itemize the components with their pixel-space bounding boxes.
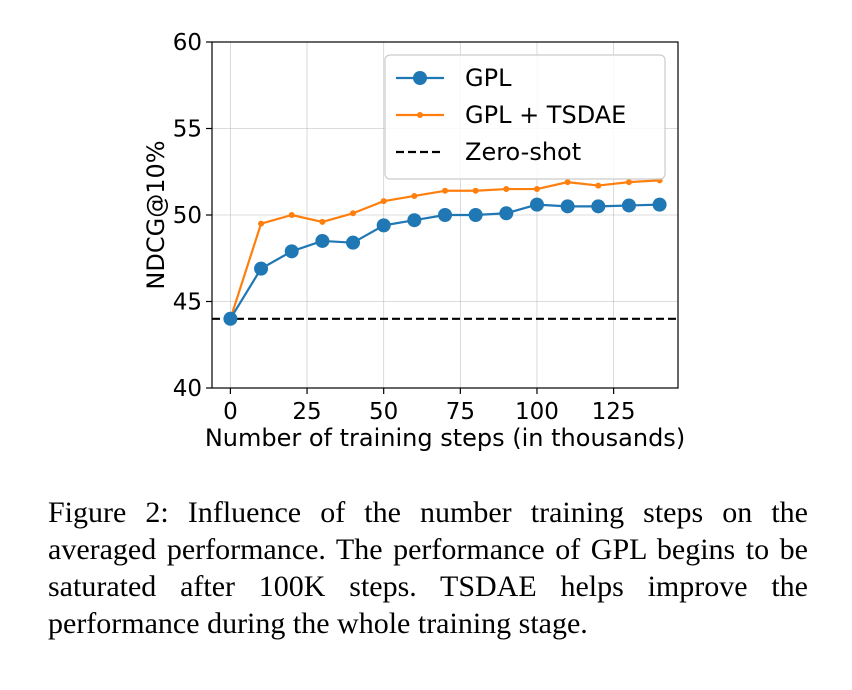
data-point-gpl-tsdae [442, 187, 448, 194]
x-tick-label: 75 [446, 399, 475, 425]
data-point-gpl [223, 311, 238, 326]
data-point-gpl-tsdae [319, 218, 326, 225]
data-point-gpl [376, 218, 391, 233]
data-point-gpl [407, 213, 422, 228]
y-tick-label: 55 [173, 117, 202, 143]
y-tick-label: 45 [173, 290, 202, 316]
y-tick-label: 50 [173, 203, 202, 229]
data-point-gpl [315, 233, 330, 248]
legend-entry-zero-shot: Zero-shot [396, 138, 581, 166]
data-point-gpl [499, 206, 514, 221]
data-point-gpl [254, 261, 269, 276]
data-point-gpl [621, 198, 636, 213]
data-point-gpl [468, 208, 483, 222]
data-point-gpl-tsdae [472, 187, 479, 194]
x-tick-label: 50 [369, 399, 398, 425]
data-point-gpl [560, 199, 575, 214]
y-tick-label: 40 [173, 376, 202, 402]
legend-label-gpl: GPL [465, 64, 512, 92]
legend-marker-gpl [413, 71, 427, 85]
data-point-gpl [438, 208, 452, 222]
figure-caption: Figure 2: Influence of the number traini… [48, 496, 808, 640]
data-point-gpl [529, 197, 544, 212]
y-axis-label: NDCG@10% [142, 140, 170, 289]
legend-frame [384, 54, 666, 180]
x-tick-label: 125 [592, 399, 636, 425]
data-point-gpl-tsdae [258, 220, 265, 227]
legend-label-gpl-tsdae: GPL + TSDAE [465, 101, 626, 129]
data-point-gpl-tsdae [288, 212, 295, 218]
series [223, 177, 667, 326]
x-tick-label: 100 [515, 399, 559, 425]
data-point-gpl-tsdae [564, 179, 571, 186]
data-point-gpl-tsdae [380, 198, 387, 205]
legend-entry-gpl-tsdae: GPL + TSDAE [396, 101, 626, 129]
data-point-gpl [346, 235, 361, 250]
data-point-gpl-tsdae [503, 186, 510, 193]
data-point-gpl-tsdae [411, 192, 418, 199]
data-point-gpl [591, 199, 606, 214]
x-tick-label: 0 [223, 399, 238, 425]
data-point-gpl-tsdae [595, 182, 602, 189]
data-point-gpl [652, 197, 667, 212]
y-tick-label: 60 [173, 30, 202, 56]
legend-marker-gpl-tsdae [417, 112, 423, 118]
data-point-gpl-tsdae [533, 186, 540, 193]
x-axis-label: Number of training steps (in thousands) [205, 424, 685, 452]
data-point-gpl [284, 244, 299, 259]
x-tick-label: 25 [292, 399, 321, 425]
data-point-gpl-tsdae [350, 210, 357, 217]
ndcg-line-chart: 0 25 50 75 100 125 40 45 50 55 60 Number of traini… [142, 30, 685, 452]
figure: 0 25 50 75 100 125 40 45 50 55 60 Number of traini… [142, 30, 685, 452]
legend-entry-gpl: GPL [396, 64, 512, 92]
ticks: 0 25 50 75 100 125 40 45 50 55 60 [173, 30, 636, 425]
legend-label-zero-shot: Zero-shot [465, 138, 581, 166]
legend: GPL GPL + TSDAE Zero-shot [384, 54, 666, 180]
data-point-gpl-tsdae [625, 179, 632, 186]
